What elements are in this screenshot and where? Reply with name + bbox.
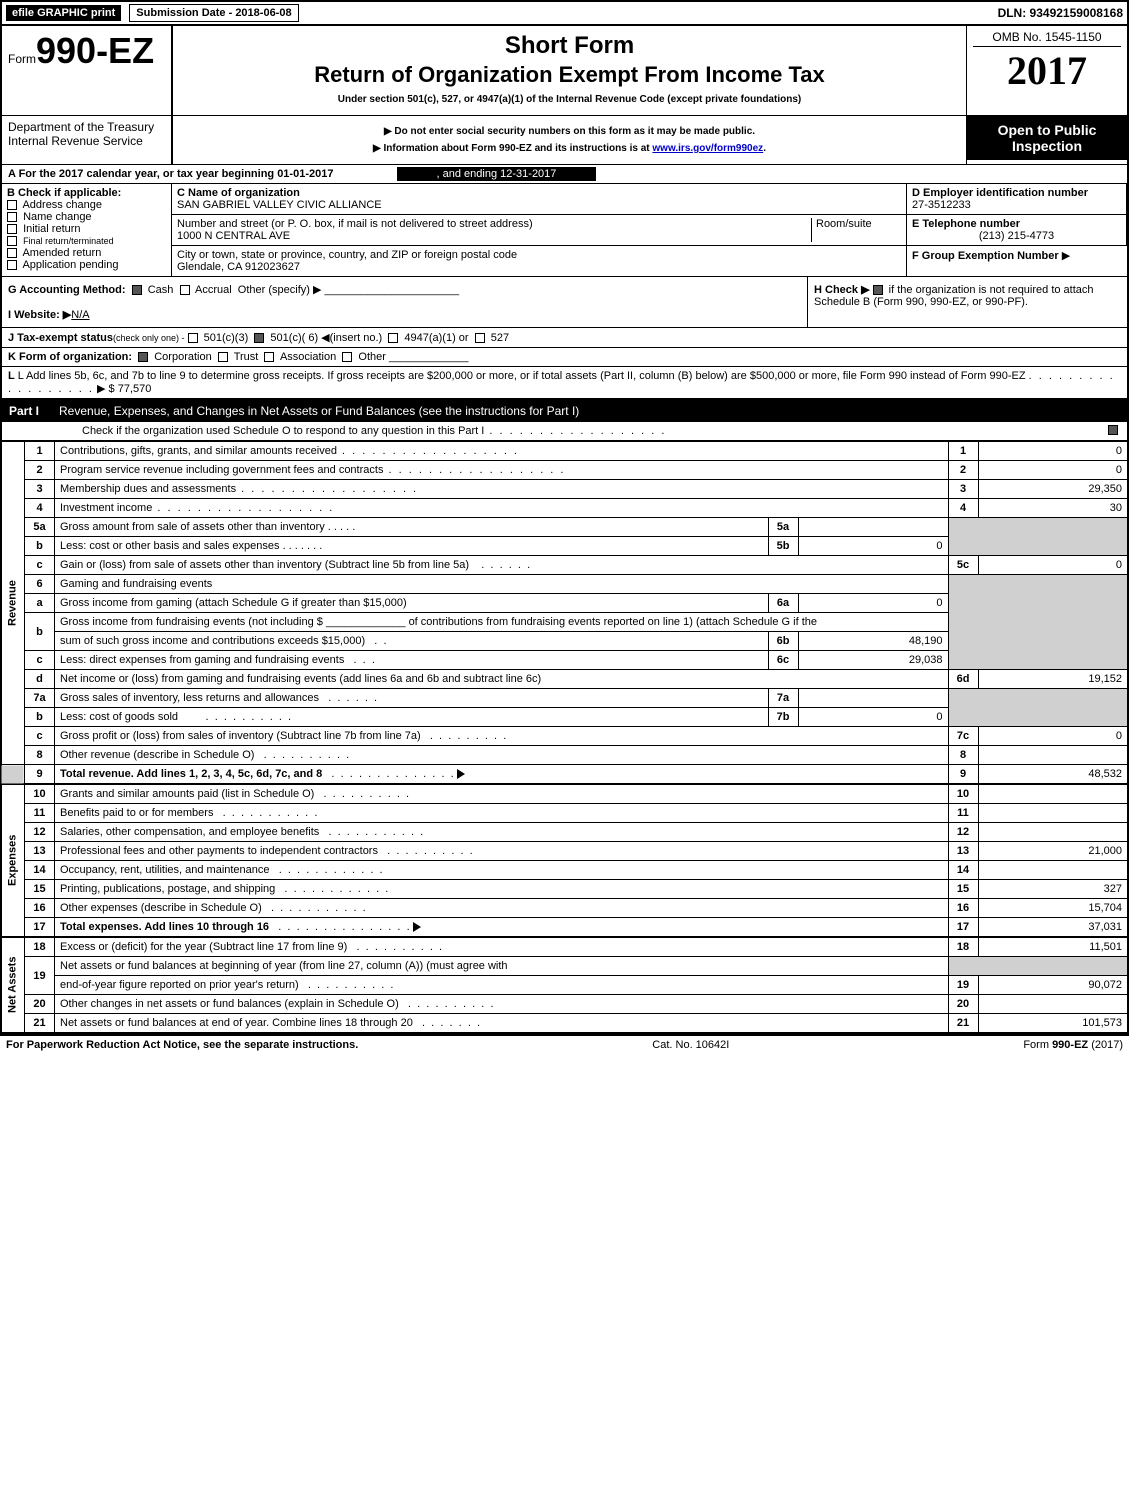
irs-link[interactable]: www.irs.gov/form990ez	[652, 143, 763, 154]
footer-cat-no: Cat. No. 10642I	[652, 1039, 729, 1051]
line-a-ending: , and ending 12-31-2017	[397, 167, 597, 181]
org-name: SAN GABRIEL VALLEY CIVIC ALLIANCE	[177, 199, 382, 211]
footer-left: For Paperwork Reduction Act Notice, see …	[6, 1039, 358, 1051]
expenses-sidebar: Expenses	[1, 784, 25, 937]
form-number: Form990-EZ	[8, 30, 165, 72]
checkbox-name-change[interactable]	[7, 212, 17, 222]
section-l-value: ▶ $ 77,570	[97, 383, 151, 395]
revenue-expenses-table: Revenue 1Contributions, gifts, grants, a…	[0, 441, 1129, 1034]
org-info-grid: B Check if applicable: Address change Na…	[0, 184, 1129, 277]
subtitle: Under section 501(c), 527, or 4947(a)(1)…	[179, 94, 960, 105]
note-info: ▶ Information about Form 990-EZ and its …	[179, 143, 960, 154]
revenue-sidebar: Revenue	[1, 442, 25, 765]
city-value: Glendale, CA 912023627	[177, 261, 300, 273]
street-address: 1000 N CENTRAL AVE	[177, 230, 290, 242]
part-1-header: Part I Revenue, Expenses, and Changes in…	[0, 400, 1129, 422]
net-assets-sidebar: Net Assets	[1, 937, 25, 1033]
checkbox-527[interactable]	[475, 333, 485, 343]
section-h-label: H Check ▶	[814, 284, 870, 296]
section-k-label: K Form of organization:	[8, 351, 132, 363]
checkbox-amended-return[interactable]	[7, 248, 17, 258]
checkbox-corporation[interactable]	[138, 352, 148, 362]
open-to-public-box: Open to Public Inspection	[967, 116, 1127, 160]
arrow-icon	[457, 769, 465, 779]
ein-value: 27-3512233	[912, 199, 971, 211]
top-bar: efile GRAPHIC print Submission Date - 20…	[0, 0, 1129, 26]
checkbox-schedule-b[interactable]	[873, 285, 883, 295]
checkbox-4947[interactable]	[388, 333, 398, 343]
checkbox-address-change[interactable]	[7, 200, 17, 210]
website-value: N/A	[71, 309, 89, 321]
checkbox-other-org[interactable]	[342, 352, 352, 362]
addr-label: Number and street (or P. O. box, if mail…	[177, 218, 533, 230]
footer-form-ref: Form 990-EZ (2017)	[1023, 1039, 1123, 1051]
arrow-icon: ▶	[1062, 250, 1070, 262]
schedule-o-note: Check if the organization used Schedule …	[82, 425, 484, 437]
section-d-label: D Employer identification number	[912, 187, 1088, 199]
section-j-label: J Tax-exempt status	[8, 332, 113, 344]
dln-label: DLN: 93492159008168	[998, 6, 1123, 20]
checkbox-501c3[interactable]	[188, 333, 198, 343]
tax-year: 2017	[973, 47, 1121, 94]
checkbox-final-return[interactable]	[7, 236, 17, 246]
page-footer: For Paperwork Reduction Act Notice, see …	[0, 1034, 1129, 1054]
treasury-label: Department of the Treasury	[8, 120, 165, 134]
omb-number: OMB No. 1545-1150	[973, 30, 1121, 47]
efile-print-button[interactable]: efile GRAPHIC print	[6, 5, 121, 21]
submission-date-label: Submission Date - 2018-06-08	[129, 4, 298, 22]
arrow-icon	[413, 922, 421, 932]
checkbox-application-pending[interactable]	[7, 260, 17, 270]
checkbox-501c[interactable]	[254, 333, 264, 343]
irs-label: Internal Revenue Service	[8, 134, 165, 148]
short-form-title: Short Form	[179, 32, 960, 60]
section-b-label: B Check if applicable:	[7, 187, 121, 199]
checkbox-cash[interactable]	[132, 285, 142, 295]
checkbox-schedule-o[interactable]	[1108, 425, 1118, 435]
telephone-value: (213) 215-4773	[912, 230, 1121, 242]
section-l-text: L Add lines 5b, 6c, and 7b to line 9 to …	[18, 370, 1026, 382]
section-g-label: G Accounting Method:	[8, 284, 126, 296]
checkbox-accrual[interactable]	[180, 285, 190, 295]
city-label: City or town, state or province, country…	[177, 249, 517, 261]
checkbox-initial-return[interactable]	[7, 224, 17, 234]
checkbox-trust[interactable]	[218, 352, 228, 362]
section-f-label: F Group Exemption Number	[912, 250, 1059, 262]
line-a-label: A For the 2017 calendar year, or tax yea…	[8, 168, 333, 180]
checkbox-association[interactable]	[264, 352, 274, 362]
room-suite-label: Room/suite	[811, 218, 901, 242]
section-c-label: C Name of organization	[177, 187, 300, 199]
note-ssn: ▶ Do not enter social security numbers o…	[179, 126, 960, 137]
form-header: Form990-EZ Short Form Return of Organiza…	[0, 26, 1129, 165]
section-i-label: I Website: ▶	[8, 309, 71, 321]
section-e-label: E Telephone number	[912, 218, 1020, 230]
main-title: Return of Organization Exempt From Incom…	[179, 62, 960, 88]
